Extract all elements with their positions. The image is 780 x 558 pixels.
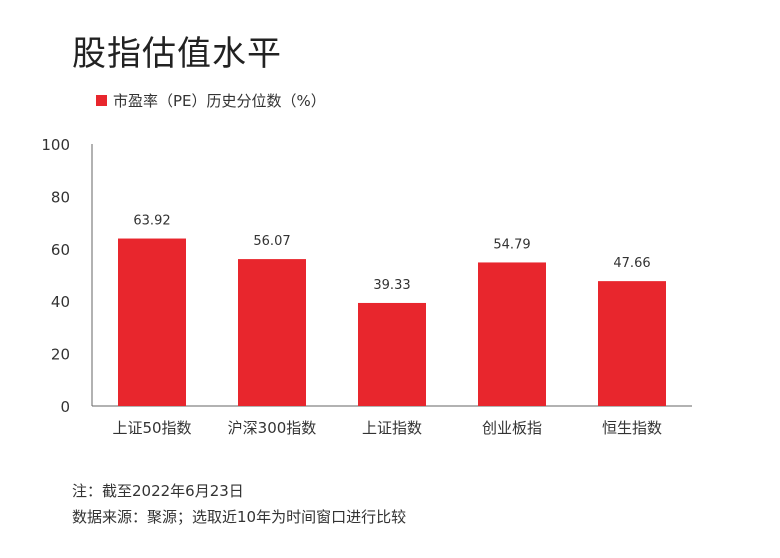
data-label: 47.66 xyxy=(613,256,650,271)
x-tick-label: 沪深300指数 xyxy=(228,419,317,437)
x-tick-label: 上证50指数 xyxy=(112,419,191,437)
data-label: 54.79 xyxy=(493,237,530,252)
data-label: 56.07 xyxy=(253,234,290,249)
x-tick-label: 上证指数 xyxy=(362,419,422,437)
y-tick-label: 40 xyxy=(51,293,70,311)
bar xyxy=(238,259,306,406)
x-tick-label: 创业板指 xyxy=(482,419,542,437)
x-tick-label: 恒生指数 xyxy=(602,419,662,437)
bar-chart: 0 20 40 60 80 100 63.92 上证50指数 56.07 沪深300指数 39.33… xyxy=(41,136,692,437)
bar xyxy=(358,302,426,406)
y-tick-label: 100 xyxy=(41,136,70,154)
bar xyxy=(598,281,666,406)
footnotes: 注：截至2022年6月23日 数据来源：聚源；选取近10年为时间窗口进行比较 xyxy=(72,478,406,530)
chart-title: 股指估值水平 xyxy=(72,34,282,74)
note-date: 注：截至2022年6月23日 xyxy=(72,482,244,500)
data-label: 39.33 xyxy=(373,278,410,293)
y-tick-label: 0 xyxy=(60,398,70,416)
y-tick-label: 60 xyxy=(51,241,70,259)
y-tick-label: 20 xyxy=(51,346,70,364)
legend-label: 市盈率（PE）历史分位数（%） xyxy=(113,92,326,110)
bar xyxy=(118,238,186,406)
legend: 市盈率（PE）历史分位数（%） xyxy=(96,90,326,111)
note-source: 数据来源：聚源；选取近10年为时间窗口进行比较 xyxy=(72,508,407,526)
legend-swatch xyxy=(96,95,107,106)
y-tick-label: 80 xyxy=(51,188,70,206)
data-label: 63.92 xyxy=(133,214,170,229)
bar xyxy=(478,262,546,406)
